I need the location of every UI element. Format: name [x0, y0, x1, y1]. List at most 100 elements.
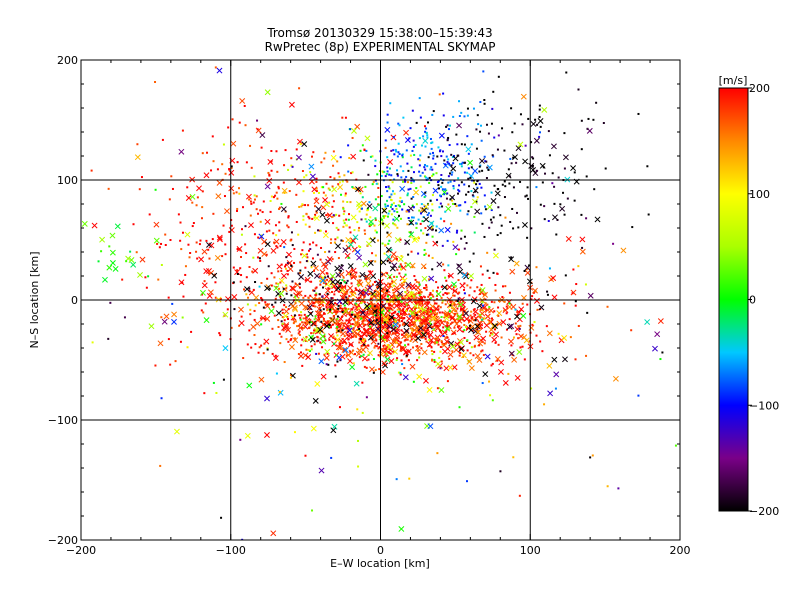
data-point-dot [395, 359, 398, 362]
data-point-dot [533, 320, 536, 323]
data-point-dot [314, 205, 317, 208]
data-point-cross [334, 265, 341, 272]
data-point-dot [531, 156, 534, 159]
data-point-dot [372, 371, 375, 374]
data-point-dot [293, 314, 296, 317]
data-point-cross [445, 205, 452, 212]
data-point-dot [332, 318, 335, 321]
data-point-cross [538, 304, 545, 311]
data-point-dot [548, 267, 551, 270]
data-point-dot [431, 194, 434, 197]
x-tick-label: −200 [66, 544, 96, 557]
data-point-dot [354, 324, 357, 327]
data-point-dot [390, 193, 393, 196]
data-point-dot [253, 309, 256, 312]
data-point-dot [226, 308, 229, 311]
data-point-dot [340, 321, 343, 324]
data-point-cross [405, 281, 412, 288]
data-point-dot [421, 308, 424, 311]
data-point-dot [290, 334, 293, 337]
data-point-dot [307, 215, 310, 218]
data-point-dot [230, 224, 233, 227]
data-point-dot [385, 355, 388, 358]
data-point-dot [459, 209, 462, 212]
data-point-dot [371, 335, 374, 338]
data-point-dot [375, 314, 378, 317]
data-point-dot [426, 213, 429, 216]
data-point-dot [266, 348, 269, 351]
data-point-dot [370, 323, 373, 326]
data-point-dot [387, 185, 390, 188]
data-point-cross [280, 239, 287, 245]
data-point-dot [388, 276, 391, 279]
data-point-cross [453, 321, 460, 327]
data-point-dot [392, 316, 395, 319]
data-point-cross [474, 353, 481, 359]
data-point-dot [322, 308, 325, 311]
data-point-dot [437, 146, 440, 149]
data-point-dot [563, 132, 566, 135]
data-point-dot [423, 125, 426, 128]
data-point-cross [546, 330, 553, 337]
data-point-dot [388, 304, 391, 307]
data-point-dot [431, 227, 434, 230]
data-point-cross [207, 289, 214, 296]
data-point-dot [399, 309, 402, 312]
data-point-dot [507, 372, 510, 375]
data-point-dot [431, 141, 434, 144]
data-point-dot [457, 279, 460, 282]
data-point-dot [386, 121, 389, 124]
data-point-dot [473, 308, 476, 311]
data-point-cross [355, 296, 362, 303]
data-point-dot [333, 241, 336, 244]
data-point-dot [258, 257, 261, 260]
data-point-dot [458, 163, 461, 166]
data-point-dot [395, 275, 398, 278]
data-point-dot [400, 359, 403, 362]
data-point-dot [275, 372, 278, 375]
data-point-dot [404, 312, 407, 315]
data-point-dot [260, 282, 263, 285]
data-point-dot [388, 261, 391, 264]
data-point-dot [428, 176, 431, 179]
data-point-dot [398, 324, 401, 327]
data-point-dot [369, 297, 372, 300]
data-point-dot [515, 333, 518, 336]
data-point-dot [439, 178, 442, 181]
data-point-dot [384, 292, 387, 295]
data-point-dot [499, 214, 502, 217]
data-point-dot [519, 324, 522, 327]
data-point-dot [418, 283, 421, 286]
data-point-dot [409, 334, 412, 337]
data-point-dot [196, 196, 199, 199]
data-point-dot [308, 350, 311, 353]
data-point-dot [318, 275, 321, 278]
data-point-dot [514, 322, 517, 325]
data-point-dot [347, 307, 350, 310]
data-point-dot [437, 339, 440, 342]
data-point-dot [420, 203, 423, 206]
data-point-cross [311, 320, 318, 327]
data-point-cross [106, 264, 113, 271]
data-point-dot [384, 215, 387, 218]
data-point-dot [290, 164, 293, 167]
data-point-dot [414, 312, 417, 315]
data-point-dot [321, 304, 324, 307]
data-point-dot [484, 307, 487, 310]
data-point-dot [336, 236, 339, 239]
data-point-dot [524, 195, 527, 198]
data-point-dot [521, 345, 524, 348]
data-point-cross [389, 265, 396, 272]
data-point-dot [539, 203, 542, 206]
data-point-dot [503, 149, 506, 152]
data-point-dot [425, 131, 428, 134]
data-point-dot [415, 187, 418, 190]
data-point-dot [412, 329, 415, 332]
data-point-dot [391, 181, 394, 184]
data-point-cross [461, 272, 468, 279]
data-point-dot [374, 344, 377, 347]
data-point-dot [444, 336, 447, 339]
data-point-dot [347, 321, 350, 324]
data-point-dot [377, 186, 380, 189]
data-point-dot [324, 151, 327, 154]
